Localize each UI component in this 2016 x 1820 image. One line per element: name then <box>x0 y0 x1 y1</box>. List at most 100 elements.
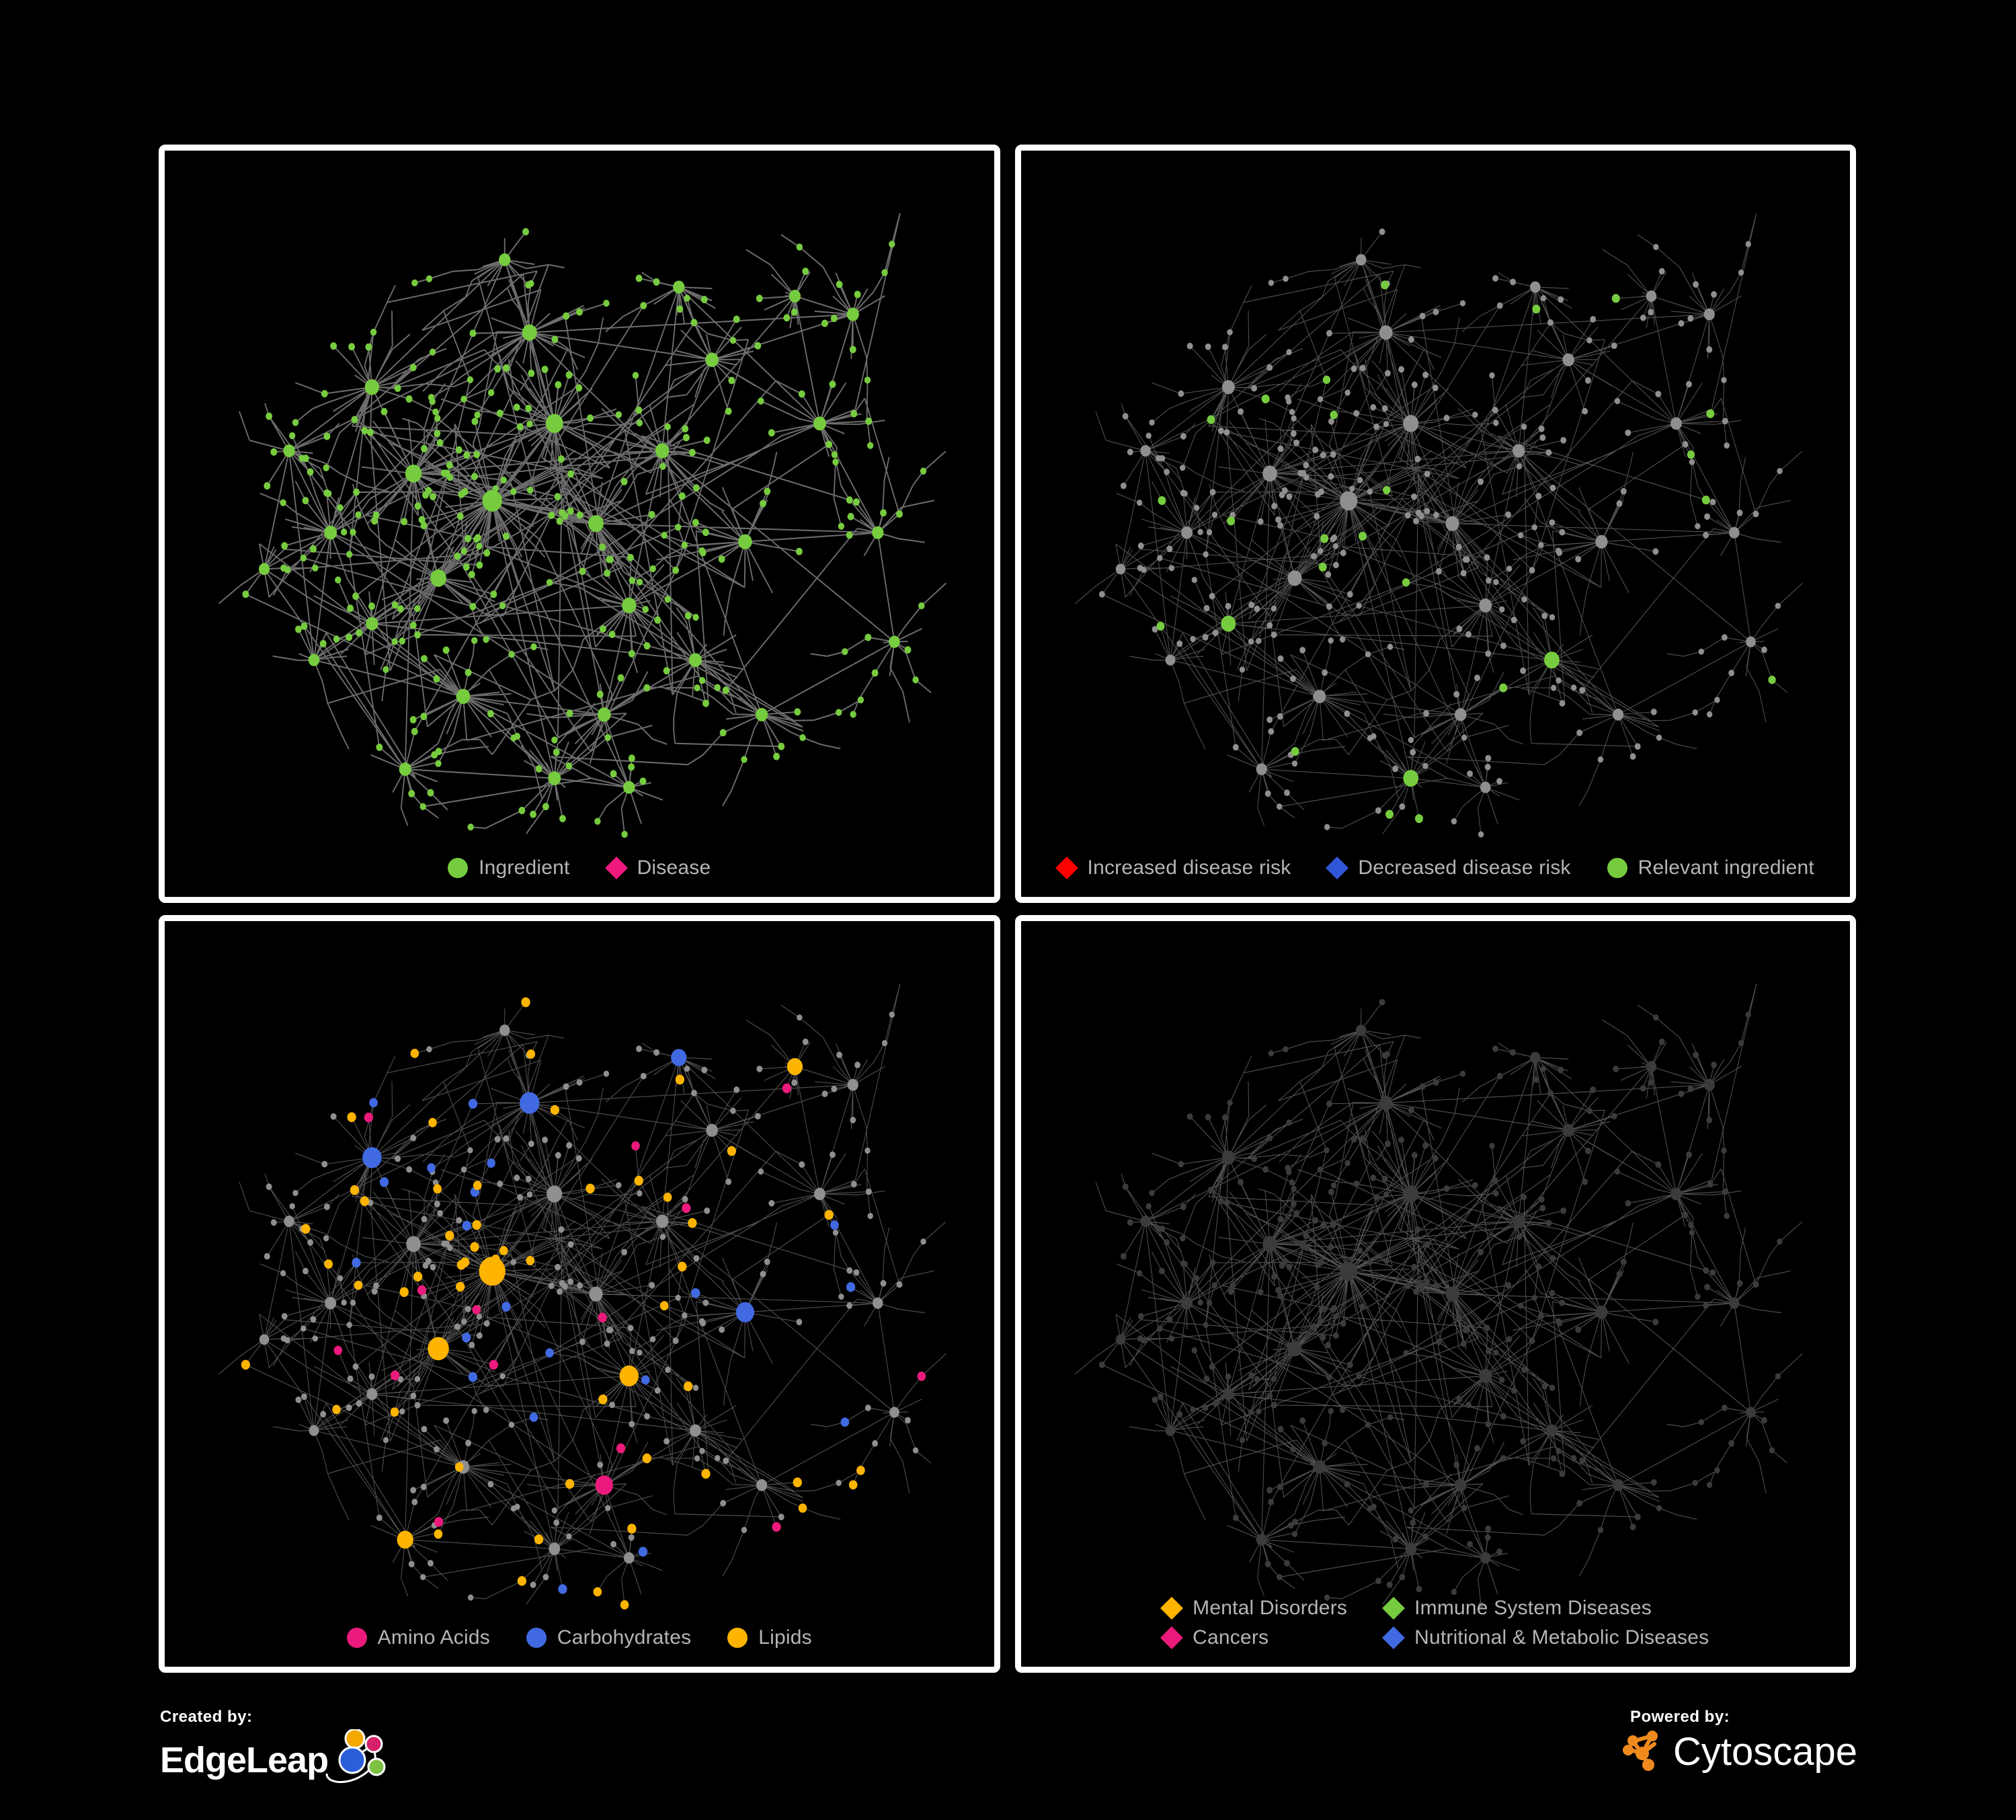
ingredient-node[interactable] <box>1581 1178 1588 1185</box>
ingredient-node[interactable] <box>593 1587 602 1597</box>
ingredient-node[interactable] <box>1736 509 1743 516</box>
ingredient-node[interactable] <box>1620 1258 1627 1265</box>
ingredient-node[interactable] <box>1540 294 1546 302</box>
ingredient-node[interactable] <box>242 590 249 598</box>
ingredient-node[interactable] <box>802 268 809 276</box>
ingredient-node[interactable] <box>1212 1400 1218 1407</box>
ingredient-node[interactable] <box>372 511 380 519</box>
ingredient-node[interactable] <box>1225 602 1231 610</box>
ingredient-node[interactable] <box>1455 543 1462 551</box>
ingredient-node[interactable] <box>463 451 471 459</box>
ingredient-node[interactable] <box>376 1514 382 1521</box>
ingredient-node[interactable] <box>1328 1407 1334 1414</box>
ingredient-node[interactable] <box>1398 366 1404 373</box>
ingredient-node[interactable] <box>352 1363 359 1370</box>
ingredient-node[interactable] <box>1291 1530 1297 1537</box>
ingredient-node[interactable] <box>1136 500 1142 506</box>
ingredient-node[interactable] <box>1221 380 1235 395</box>
ingredient-node[interactable] <box>1492 1189 1499 1197</box>
ingredient-node[interactable] <box>280 1269 286 1276</box>
ingredient-node[interactable] <box>1545 449 1551 456</box>
ingredient-node[interactable] <box>1529 1051 1541 1063</box>
ingredient-node[interactable] <box>1158 1267 1165 1274</box>
panel-nutrient-classes[interactable]: Amino Acids Carbohydrates Lipids <box>159 914 1000 1673</box>
ingredient-node[interactable] <box>1549 484 1556 491</box>
ingredient-node[interactable] <box>1379 1095 1393 1110</box>
ingredient-node[interactable] <box>1340 1320 1346 1327</box>
ingredient-node[interactable] <box>1139 445 1151 457</box>
ingredient-node[interactable] <box>490 590 497 598</box>
ingredient-node[interactable] <box>1538 1195 1545 1203</box>
ingredient-node[interactable] <box>772 1521 781 1532</box>
ingredient-node[interactable] <box>356 1400 362 1407</box>
ingredient-node[interactable] <box>799 734 806 742</box>
ingredient-node[interactable] <box>778 1513 784 1520</box>
ingredient-node[interactable] <box>1367 1259 1373 1265</box>
ingredient-node[interactable] <box>579 567 586 576</box>
ingredient-node[interactable] <box>1703 1283 1710 1290</box>
ingredient-node[interactable] <box>1466 1540 1473 1548</box>
ingredient-node[interactable] <box>300 622 308 630</box>
ingredient-node[interactable] <box>1433 309 1439 315</box>
ingredient-node[interactable] <box>347 1375 354 1382</box>
ingredient-node[interactable] <box>850 1116 856 1123</box>
ingredient-node[interactable] <box>1158 454 1165 462</box>
ingredient-node[interactable] <box>1115 563 1125 575</box>
ingredient-node[interactable] <box>1202 1404 1209 1411</box>
ingredient-node[interactable] <box>1408 336 1414 343</box>
ingredient-node[interactable] <box>648 511 655 518</box>
ingredient-node[interactable] <box>330 1113 337 1120</box>
ingredient-node[interactable] <box>411 279 418 286</box>
ingredient-node[interactable] <box>1647 1078 1654 1086</box>
ingredient-node[interactable] <box>636 578 643 586</box>
ingredient-node[interactable] <box>1410 1263 1417 1271</box>
ingredient-node[interactable] <box>640 1072 647 1079</box>
ingredient-node[interactable] <box>1312 693 1318 700</box>
ingredient-node[interactable] <box>1687 315 1693 322</box>
ingredient-node[interactable] <box>465 668 472 676</box>
ingredient-node[interactable] <box>1261 394 1270 403</box>
ingredient-node[interactable] <box>824 1210 834 1220</box>
ingredient-node[interactable] <box>1496 778 1502 785</box>
ingredient-node[interactable] <box>598 1312 607 1322</box>
ingredient-node[interactable] <box>1287 1521 1294 1529</box>
ingredient-node[interactable] <box>1478 598 1492 612</box>
ingredient-node[interactable] <box>798 1503 807 1513</box>
ingredient-node[interactable] <box>556 517 563 525</box>
ingredient-node[interactable] <box>333 1345 343 1355</box>
ingredient-node[interactable] <box>456 688 471 705</box>
ingredient-node[interactable] <box>420 655 428 663</box>
legend-disease[interactable]: Disease <box>604 856 711 879</box>
ingredient-node[interactable] <box>1326 603 1332 610</box>
ingredient-node[interactable] <box>825 440 833 448</box>
ingredient-node[interactable] <box>321 1160 328 1167</box>
ingredient-node[interactable] <box>430 493 437 501</box>
ingredient-node[interactable] <box>1498 1376 1505 1383</box>
ingredient-node[interactable] <box>352 592 360 600</box>
ingredient-node[interactable] <box>798 390 805 398</box>
ingredient-node[interactable] <box>1257 518 1264 525</box>
ingredient-node[interactable] <box>1182 1260 1188 1267</box>
ingredient-node[interactable] <box>896 510 903 518</box>
ingredient-node[interactable] <box>1422 371 1428 379</box>
ingredient-node[interactable] <box>627 1324 634 1331</box>
ingredient-node[interactable] <box>1383 420 1389 428</box>
ingredient-node[interactable] <box>1286 1263 1292 1271</box>
ingredient-node[interactable] <box>309 1425 319 1436</box>
ingredient-node[interactable] <box>1466 770 1473 777</box>
ingredient-node[interactable] <box>514 732 521 740</box>
ingredient-node[interactable] <box>551 335 559 344</box>
ingredient-node[interactable] <box>1453 1461 1459 1468</box>
ingredient-node[interactable] <box>1517 1302 1523 1309</box>
ingredient-node[interactable] <box>596 690 604 699</box>
ingredient-node[interactable] <box>1689 459 1695 465</box>
ingredient-node[interactable] <box>678 1261 687 1271</box>
ingredient-node[interactable] <box>1616 500 1622 507</box>
ingredient-node[interactable] <box>397 605 404 612</box>
ingredient-node[interactable] <box>1728 1297 1740 1309</box>
ingredient-node[interactable] <box>684 612 692 620</box>
ingredient-node[interactable] <box>1212 629 1218 637</box>
ingredient-node[interactable] <box>1271 502 1277 510</box>
ingredient-node[interactable] <box>1115 1333 1125 1345</box>
ingredient-node[interactable] <box>1509 1049 1516 1056</box>
